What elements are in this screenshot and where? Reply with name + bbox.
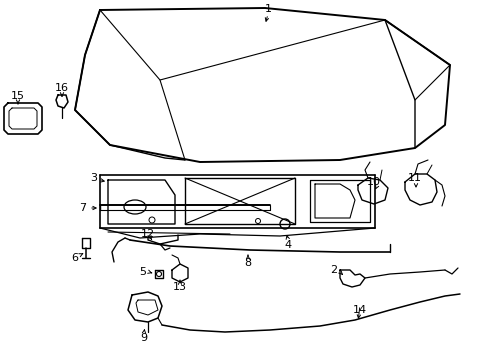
Text: 5: 5 bbox=[139, 267, 146, 277]
Text: 7: 7 bbox=[79, 203, 86, 213]
Text: 8: 8 bbox=[244, 258, 251, 268]
Text: 14: 14 bbox=[352, 305, 366, 315]
Text: 9: 9 bbox=[140, 333, 147, 343]
Text: 10: 10 bbox=[366, 177, 380, 187]
Text: 4: 4 bbox=[284, 240, 291, 250]
Text: 11: 11 bbox=[407, 173, 421, 183]
Text: 12: 12 bbox=[141, 229, 155, 239]
Text: 3: 3 bbox=[90, 173, 97, 183]
Text: 2: 2 bbox=[330, 265, 337, 275]
Text: 13: 13 bbox=[173, 282, 186, 292]
Text: 1: 1 bbox=[264, 4, 271, 14]
Text: 15: 15 bbox=[11, 91, 25, 101]
Text: 16: 16 bbox=[55, 83, 69, 93]
Text: 6: 6 bbox=[71, 253, 79, 263]
